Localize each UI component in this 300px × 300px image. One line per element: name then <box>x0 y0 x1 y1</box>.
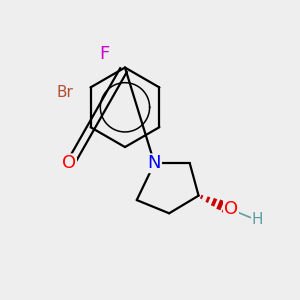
Text: H: H <box>252 212 263 227</box>
Text: O: O <box>62 154 76 172</box>
Text: Br: Br <box>56 85 73 100</box>
Text: N: N <box>148 154 161 172</box>
Text: F: F <box>99 45 110 63</box>
Text: O: O <box>224 200 238 218</box>
